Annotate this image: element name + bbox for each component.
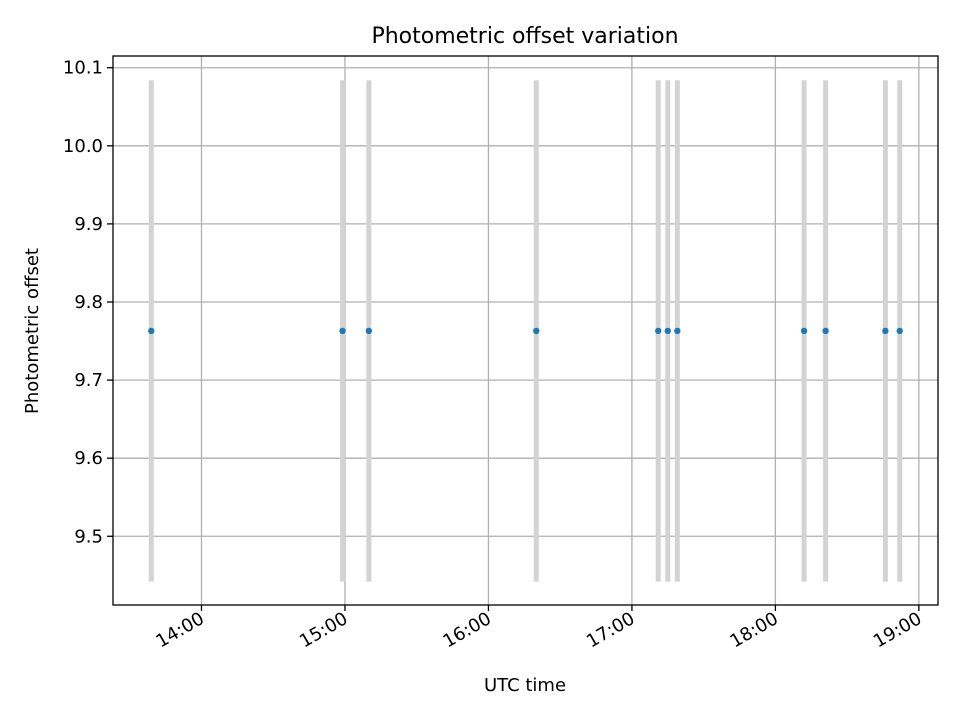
grid-lines <box>113 56 938 605</box>
x-tick-label: 14:00 <box>153 608 208 652</box>
plot-frame <box>112 55 939 606</box>
x-tick-label: 15:00 <box>296 608 351 652</box>
data-point <box>882 327 889 335</box>
data-point <box>800 327 808 335</box>
data-point <box>655 327 662 335</box>
error-bars <box>148 80 903 582</box>
data-point <box>822 327 829 335</box>
y-tick-label: 9.7 <box>74 370 103 391</box>
y-tick-label: 9.8 <box>74 292 103 313</box>
data-point <box>365 327 373 335</box>
x-axis-ticks: 14:00 15:00 16:00 17:00 18:00 19:00 <box>153 605 925 652</box>
y-tick-label: 9.5 <box>74 526 103 547</box>
y-axis-ticks: 9.5 9.6 9.7 9.8 9.9 10.0 10.1 <box>63 58 113 547</box>
data-point <box>339 327 346 335</box>
x-axis-label: UTC time <box>484 675 566 696</box>
data-point <box>896 327 903 335</box>
x-tick-label: 16:00 <box>440 608 495 652</box>
data-point <box>674 327 681 335</box>
x-tick-label: 17:00 <box>583 608 638 652</box>
y-tick-label: 9.6 <box>74 448 103 469</box>
x-tick-label: 18:00 <box>726 608 781 652</box>
data-point <box>664 327 671 335</box>
chart-title: Photometric offset variation <box>371 24 678 49</box>
y-tick-label: 10.1 <box>63 58 103 79</box>
x-tick-label: 19:00 <box>870 608 925 652</box>
data-point <box>148 327 155 335</box>
data-points <box>148 327 903 335</box>
y-tick-label: 10.0 <box>63 136 103 157</box>
y-axis-label: Photometric offset <box>22 248 43 414</box>
y-tick-label: 9.9 <box>74 214 103 235</box>
data-point <box>533 327 540 335</box>
